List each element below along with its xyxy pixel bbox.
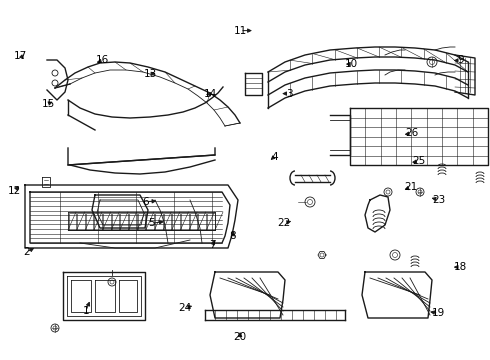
Text: 8: 8 (229, 231, 236, 241)
Text: 7: 7 (209, 240, 216, 250)
Text: 4: 4 (271, 152, 278, 162)
Text: 10: 10 (345, 59, 358, 69)
Text: 12: 12 (8, 186, 22, 196)
Text: 23: 23 (432, 195, 445, 205)
Text: 6: 6 (143, 197, 149, 207)
Text: 5: 5 (148, 218, 155, 228)
Text: 17: 17 (14, 51, 27, 61)
Text: 20: 20 (234, 332, 246, 342)
Text: 1: 1 (82, 306, 89, 316)
Text: 25: 25 (412, 156, 426, 166)
Text: 26: 26 (405, 128, 418, 138)
Text: 2: 2 (24, 247, 30, 257)
Text: 9: 9 (457, 55, 464, 66)
Text: 18: 18 (454, 262, 467, 272)
Text: 24: 24 (178, 303, 192, 313)
Text: 19: 19 (432, 308, 445, 318)
Text: 22: 22 (277, 218, 291, 228)
Text: 3: 3 (286, 89, 293, 99)
Text: 14: 14 (204, 89, 218, 99)
Text: 15: 15 (41, 99, 55, 109)
Text: 13: 13 (144, 69, 158, 79)
Text: 11: 11 (233, 26, 247, 36)
Text: 21: 21 (404, 182, 417, 192)
Text: 16: 16 (96, 55, 110, 66)
